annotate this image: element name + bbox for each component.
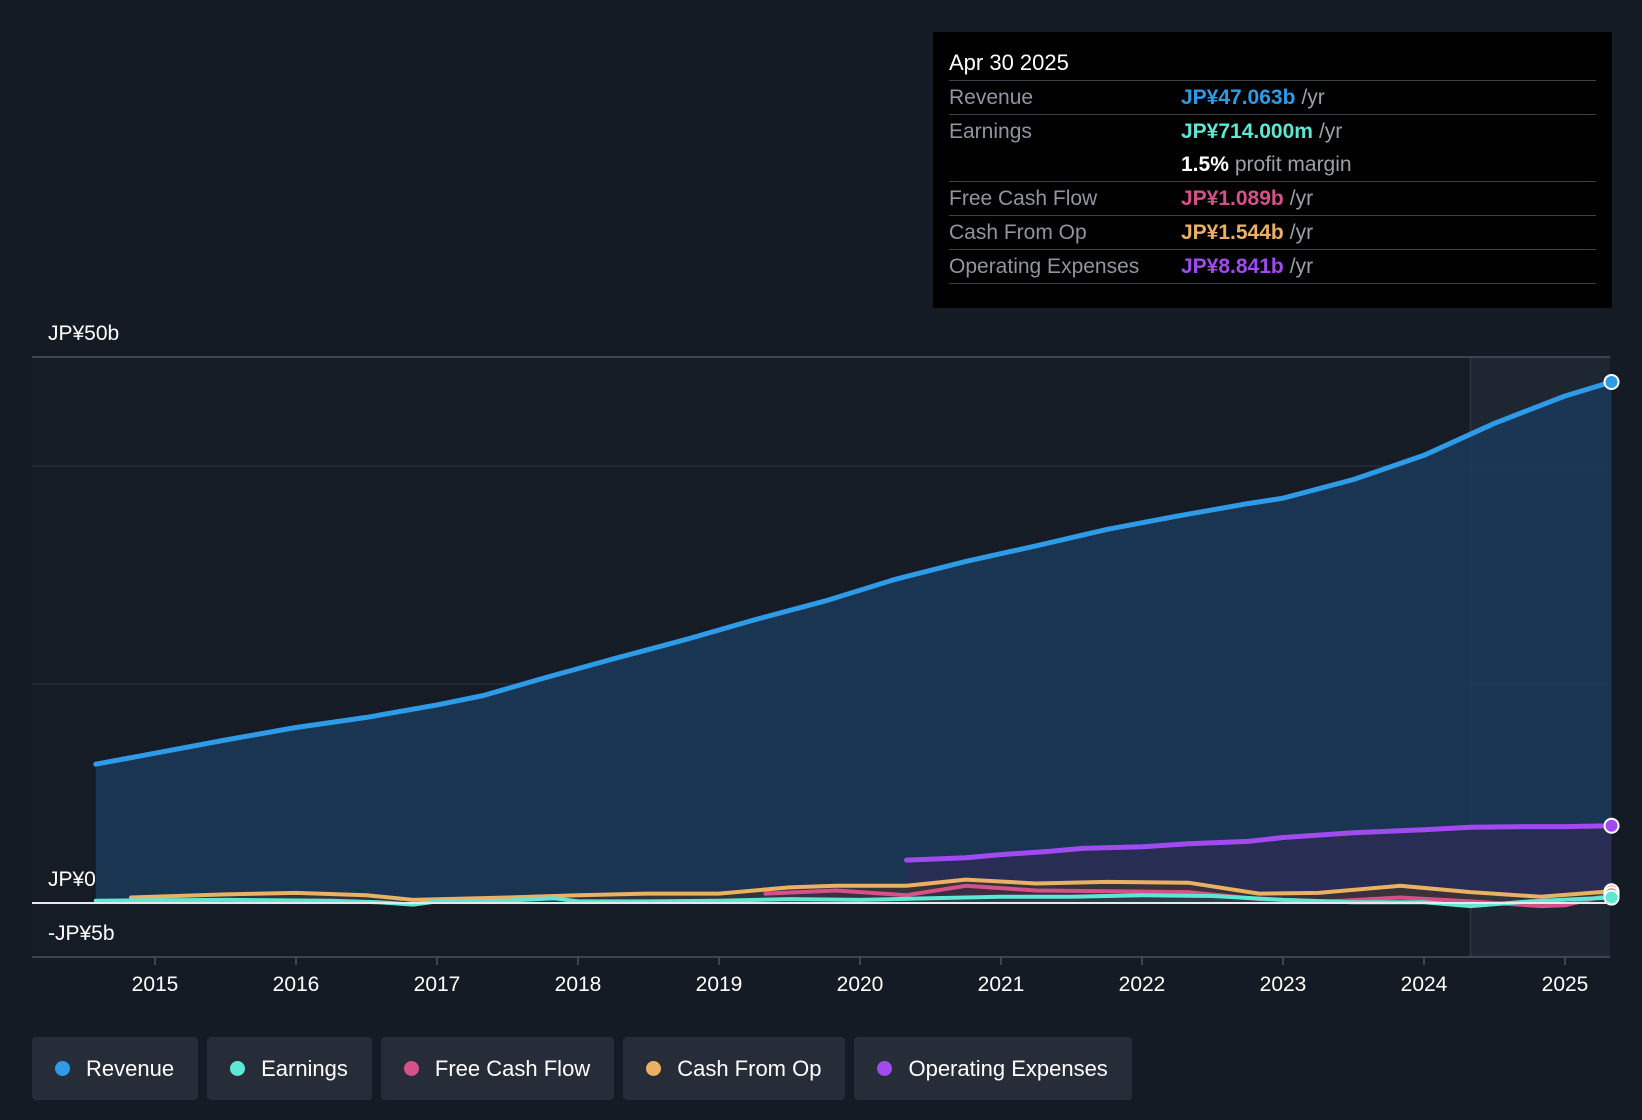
tooltip-value: JP¥8.841b (1181, 255, 1284, 278)
legend-dot-icon (55, 1061, 70, 1076)
y-axis-label: -JP¥5b (48, 922, 115, 945)
tooltip-label: Operating Expenses (949, 255, 1140, 278)
y-axis-label: JP¥0 (48, 868, 96, 891)
x-tick-label: 2020 (837, 973, 884, 996)
cash-from-op-line (129, 877, 1614, 902)
revenue-area (95, 382, 1612, 903)
tooltip-label: Earnings (949, 120, 1032, 143)
x-tick-label: 2022 (1119, 973, 1166, 996)
tooltip-unit: /yr (1301, 86, 1325, 109)
legend-label: Cash From Op (677, 1055, 822, 1081)
tooltip-row-profit-margin: 1.5% profit margin (949, 148, 1596, 181)
tooltip-row-cash-from-op: Cash From Op JP¥1.544b /yr (949, 215, 1596, 249)
legend-item-cash-from-op[interactable]: Cash From Op (623, 1037, 846, 1100)
tooltip: Apr 30 2025 Revenue JP¥47.063b /yr Earni… (933, 32, 1612, 308)
tooltip-row-revenue: Revenue JP¥47.063b /yr (949, 80, 1596, 114)
x-tick-label: 2018 (555, 973, 602, 996)
tooltip-label: Free Cash Flow (949, 187, 1098, 210)
legend-label: Free Cash Flow (434, 1055, 591, 1081)
tooltip-unit: /yr (1289, 221, 1314, 244)
x-tick-label: 2025 (1542, 973, 1589, 996)
tooltip-row-earnings: Earnings JP¥714.000m /yr (949, 114, 1596, 148)
legend-label: Operating Expenses (908, 1055, 1108, 1081)
tooltip-unit: /yr (1318, 120, 1343, 143)
legend-item-operating-expenses[interactable]: Operating Expenses (854, 1037, 1132, 1100)
tooltip-row-operating-expenses: Operating Expenses JP¥8.841b /yr (949, 249, 1596, 284)
x-tick-label: 2019 (696, 973, 743, 996)
chart-svg: JP¥50b JP¥0 -JP¥5b 2015 2016 2017 2018 2019 2020… (32, 322, 1620, 996)
x-tick-label: 2016 (273, 973, 320, 996)
tooltip-date: Apr 30 2025 (949, 50, 1069, 75)
tooltip-unit: /yr (1289, 255, 1314, 278)
legend-dot-icon (230, 1061, 246, 1076)
legend-label: Revenue (86, 1055, 175, 1081)
legend: Revenue Earnings Free Cash Flow Cash Fro… (32, 1037, 1132, 1100)
x-tick-label: 2015 (132, 973, 179, 996)
legend-dot-icon (877, 1061, 893, 1076)
legend-item-earnings[interactable]: Earnings (207, 1037, 372, 1100)
tooltip-value: 1.5% (1181, 153, 1229, 176)
tooltip-value: JP¥47.063b (1181, 86, 1296, 109)
legend-item-revenue[interactable]: Revenue (32, 1037, 199, 1100)
revenue-line (93, 379, 1614, 767)
x-tick-label: 2017 (414, 973, 461, 996)
tooltip-value: JP¥1.544b (1181, 221, 1284, 244)
legend-dot-icon (646, 1061, 662, 1076)
operating-expenses-end-point (1603, 817, 1620, 834)
earnings-end-point (1603, 889, 1620, 906)
legend-dot-icon (403, 1061, 419, 1076)
legend-label: Earnings (261, 1055, 348, 1081)
tooltip-unit: profit margin (1234, 153, 1352, 176)
tooltip-unit: /yr (1289, 187, 1314, 210)
legend-item-free-cash-flow[interactable]: Free Cash Flow (380, 1037, 615, 1100)
tooltip-label: Revenue (949, 86, 1034, 109)
tooltip-label: Cash From Op (949, 221, 1087, 244)
x-tick-label: 2021 (978, 973, 1025, 996)
revenue-end-point (1603, 373, 1620, 390)
x-tick-label: 2023 (1260, 973, 1307, 996)
operating-expenses-line (904, 823, 1614, 863)
tooltip-label (949, 148, 1181, 181)
y-axis-label: JP¥50b (48, 322, 119, 345)
tooltip-value: JP¥1.089b (1181, 187, 1284, 210)
x-tick-label: 2024 (1401, 973, 1448, 996)
tooltip-value: JP¥714.000m (1181, 120, 1313, 143)
tooltip-row-free-cash-flow: Free Cash Flow JP¥1.089b /yr (949, 181, 1596, 215)
